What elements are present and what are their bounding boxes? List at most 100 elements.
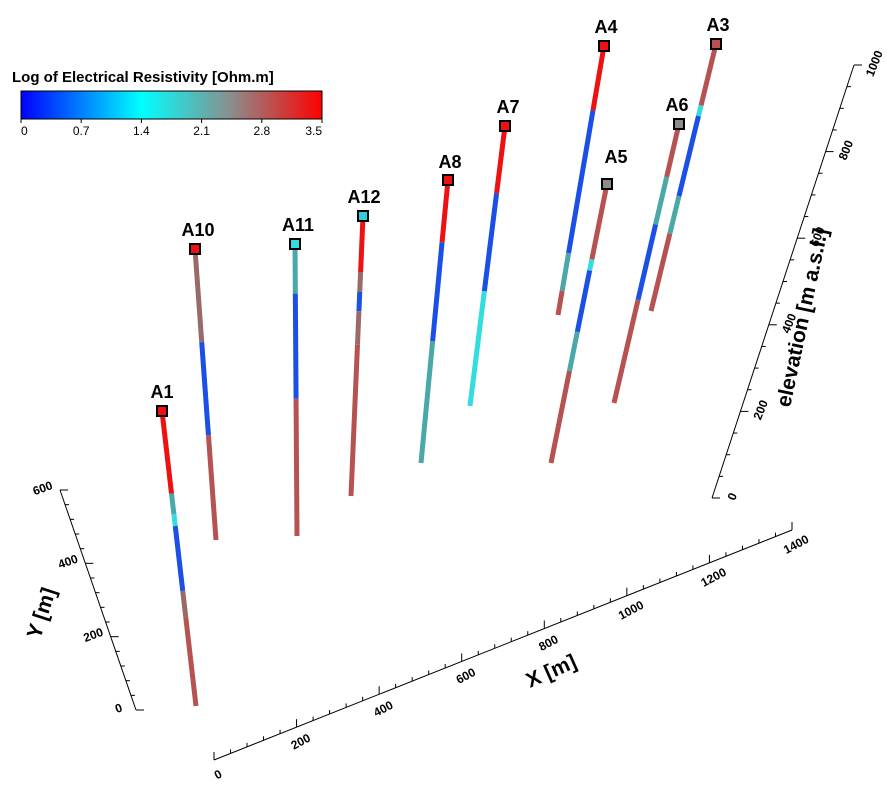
- x-axis: 0 200 400 600 800 1000 1200 1400: [212, 522, 811, 783]
- borehole-segment: [574, 269, 593, 333]
- borehole-a10: A10: [181, 220, 219, 541]
- borehole-segment: [199, 341, 211, 436]
- borehole-head-marker: [189, 243, 201, 255]
- borehole-segment: [430, 242, 445, 342]
- borehole-segment: [348, 344, 360, 497]
- y-axis-tick-label: 400: [56, 551, 80, 571]
- borehole-segment: [548, 370, 572, 464]
- borehole-label: A11: [282, 215, 314, 235]
- x-axis-line: [213, 529, 793, 761]
- z-axis-tick-label: 0: [725, 490, 741, 502]
- borehole-segment: [648, 232, 673, 312]
- borehole-segment: [676, 115, 701, 197]
- x-axis-tick-label: 1200: [698, 565, 728, 590]
- borehole-label: A6: [665, 95, 688, 115]
- z-axis-tick-label: 1000: [863, 48, 886, 78]
- x-axis-title: X [m]: [523, 650, 580, 692]
- borehole-segment: [567, 331, 580, 372]
- borehole-segment: [611, 299, 641, 404]
- borehole-a11: A11: [282, 215, 314, 537]
- legend-tick-label: 2.8: [253, 124, 270, 138]
- borehole-a6: A6: [611, 95, 689, 404]
- y-axis-tick-label: 600: [31, 478, 55, 498]
- legend-tick-label: 0.7: [73, 124, 90, 138]
- borehole-label: A1: [150, 382, 173, 402]
- borehole-head-marker: [289, 238, 301, 250]
- legend-tick-label: 0: [21, 124, 28, 138]
- borehole-segment: [354, 311, 362, 345]
- y-axis-tick-label: 200: [81, 625, 105, 645]
- borehole-head-marker: [156, 405, 168, 417]
- y-axis-line: [59, 489, 137, 711]
- borehole-segment: [358, 215, 366, 273]
- borehole-head-marker: [710, 38, 722, 50]
- borehole-head-marker: [442, 174, 454, 186]
- borehole-segment: [205, 435, 219, 541]
- borehole-a1: A1: [150, 382, 199, 707]
- borehole-segment: [293, 398, 300, 537]
- borehole-head-marker: [673, 118, 685, 130]
- borehole-segment: [356, 291, 363, 312]
- x-axis-tick-label: 600: [454, 665, 479, 687]
- borehole-label: A3: [706, 15, 729, 35]
- x-axis-tick-label: 1000: [616, 598, 646, 623]
- legend-ticks: 0 0.7 1.4 2.1 2.8 3.5: [20, 119, 323, 138]
- borehole-segment: [172, 525, 186, 592]
- legend-tick-label: 1.4: [133, 124, 150, 138]
- borehole-a12: A12: [347, 187, 381, 497]
- borehole-segment: [494, 125, 508, 194]
- borehole-a3: A3: [648, 15, 730, 312]
- legend-color-bar: [20, 90, 323, 120]
- x-axis-tick-label: 800: [536, 632, 561, 654]
- legend-tick-label: 2.1: [193, 124, 210, 138]
- z-axis-title: elevation [m a.s.l.]: [772, 226, 832, 409]
- legend-title: Log of Electrical Resistivity [Ohm.m]: [12, 69, 274, 86]
- borehole-segment: [418, 341, 436, 464]
- borehole-head-marker: [357, 210, 369, 222]
- borehole-label: A12: [347, 187, 380, 207]
- borehole-segment: [667, 195, 682, 235]
- borehole-segment: [467, 290, 487, 407]
- borehole-segment: [183, 617, 199, 707]
- borehole-segment: [664, 123, 682, 178]
- borehole-segment: [292, 293, 299, 399]
- borehole-label: A10: [181, 220, 214, 240]
- borehole-label: A8: [438, 152, 461, 172]
- borehole-label: A7: [496, 97, 519, 117]
- y-axis-tick-label: 0: [113, 700, 124, 716]
- x-axis-tick-label: 1400: [781, 532, 811, 557]
- borehole-segment: [696, 104, 704, 117]
- borehole-segment: [589, 183, 610, 260]
- borehole-segment: [159, 410, 175, 494]
- borehole-a5: A5: [548, 147, 628, 464]
- borehole-segment: [559, 252, 572, 292]
- z-axis-tick-label: 200: [750, 398, 771, 422]
- borehole-a4: A4: [555, 17, 618, 316]
- borehole-segment: [192, 248, 205, 343]
- x-axis-tick-label: 0: [212, 767, 225, 783]
- borehole-segment: [357, 271, 364, 292]
- borehole-label: A5: [604, 147, 627, 167]
- borehole-segment: [439, 179, 451, 243]
- borehole-head-marker: [598, 40, 610, 52]
- legend-tick-label: 3.5: [305, 124, 322, 138]
- borehole-segment: [171, 513, 178, 527]
- borehole-segment: [698, 43, 719, 107]
- borehole-label: A4: [594, 17, 617, 37]
- y-axis-title: Y [m]: [23, 585, 61, 642]
- borehole-segment: [180, 590, 189, 618]
- borehole-head-marker: [601, 178, 613, 190]
- borehole-head-marker: [499, 120, 511, 132]
- borehole-segment: [653, 176, 670, 226]
- borehole-segment: [590, 45, 607, 111]
- borehole-segment: [481, 192, 500, 292]
- x-axis-tick-label: 400: [371, 698, 396, 720]
- borehole-segment: [555, 290, 565, 316]
- borehole-segment: [169, 493, 177, 515]
- boreholes: A1 A10 A11 A12 A8 A7 A4 A5 A6 A3: [150, 15, 730, 707]
- z-axis-tick-label: 800: [836, 138, 857, 162]
- borehole-segment: [587, 258, 595, 271]
- borehole-segment: [566, 110, 596, 254]
